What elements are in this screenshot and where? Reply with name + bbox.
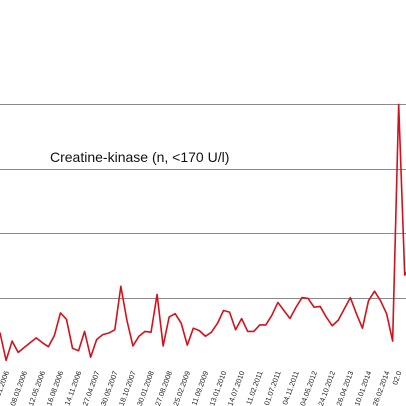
x-tick-label: 16.08.2006	[44, 370, 65, 406]
x-tick-label: 14.07.2010	[226, 370, 247, 406]
x-tick-label: 11.02.2011	[244, 370, 265, 406]
x-axis-tick-labels: 01.200608.03.200612.05.200616.08.200614.…	[0, 370, 404, 406]
creatine-kinase-series-line	[0, 103, 406, 362]
horizontal-gridlines	[0, 104, 406, 299]
x-tick-label: 04.11.2011	[280, 370, 301, 406]
x-tick-label: 26.04.2013	[334, 370, 355, 406]
x-tick-label: 30.05.2007	[99, 370, 120, 406]
x-tick-label: 11.09.2009	[190, 370, 211, 406]
x-tick-label: 30.01.2008	[135, 370, 156, 406]
x-tick-label: 25.02.2009	[171, 370, 192, 406]
x-tick-label: 27.08.2008	[153, 370, 174, 406]
x-tick-label: 01.07.2011	[262, 370, 283, 406]
x-tick-label: 14.11.2006	[63, 370, 84, 406]
x-tick-label: 12.05.2006	[26, 370, 47, 406]
x-tick-label: 01.2006	[0, 370, 11, 398]
x-tick-label: 02.0	[390, 370, 403, 386]
chart-annotation: Creatine-kinase (n, <170 U/l)	[50, 149, 229, 165]
x-tick-label: 24.10.2012	[316, 370, 337, 406]
x-tick-label: 26.02.2014	[371, 370, 392, 406]
x-tick-label: 18.10.2007	[117, 370, 138, 406]
x-tick-label: 08.03.2006	[8, 370, 29, 406]
x-tick-label: 04.05.2012	[298, 370, 319, 406]
x-tick-label: 10.01.2014	[352, 370, 373, 406]
x-tick-label: 13.01.2010	[207, 370, 228, 406]
series-layer	[0, 103, 406, 362]
x-tick-label: 27.04.2007	[81, 370, 102, 406]
